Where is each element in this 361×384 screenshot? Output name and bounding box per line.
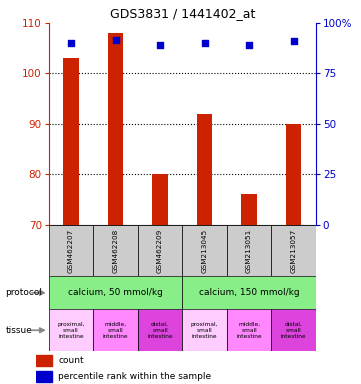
- Bar: [271, 225, 316, 276]
- Bar: [152, 174, 168, 225]
- Bar: [138, 309, 182, 351]
- Bar: [182, 309, 227, 351]
- Text: calcium, 50 mmol/kg: calcium, 50 mmol/kg: [68, 288, 163, 297]
- Text: distal,
small
intestine: distal, small intestine: [281, 322, 306, 339]
- Text: GSM213045: GSM213045: [201, 228, 208, 273]
- Bar: [93, 225, 138, 276]
- Text: proximal,
small
intestine: proximal, small intestine: [57, 322, 85, 339]
- Bar: [49, 276, 182, 309]
- Text: protocol: protocol: [5, 288, 42, 298]
- Text: GSM213057: GSM213057: [291, 228, 297, 273]
- Bar: [36, 371, 52, 382]
- Bar: [227, 225, 271, 276]
- Text: middle,
small
intestine: middle, small intestine: [236, 322, 262, 339]
- Text: count: count: [58, 356, 84, 365]
- Bar: [182, 225, 227, 276]
- Text: proximal,
small
intestine: proximal, small intestine: [191, 322, 218, 339]
- Point: [246, 42, 252, 48]
- Text: GSM213051: GSM213051: [246, 228, 252, 273]
- Bar: [286, 124, 301, 225]
- Title: GDS3831 / 1441402_at: GDS3831 / 1441402_at: [110, 7, 255, 20]
- Bar: [49, 309, 93, 351]
- Text: distal,
small
intestine: distal, small intestine: [147, 322, 173, 339]
- Point: [202, 40, 208, 46]
- Text: GSM462209: GSM462209: [157, 228, 163, 273]
- Point: [113, 37, 118, 43]
- Bar: [36, 355, 52, 366]
- Text: calcium, 150 mmol/kg: calcium, 150 mmol/kg: [199, 288, 299, 297]
- Text: GSM462207: GSM462207: [68, 228, 74, 273]
- Bar: [227, 309, 271, 351]
- Bar: [182, 276, 316, 309]
- Point: [291, 38, 296, 44]
- Bar: [138, 225, 182, 276]
- Text: percentile rank within the sample: percentile rank within the sample: [58, 372, 212, 381]
- Bar: [49, 225, 93, 276]
- Bar: [241, 194, 257, 225]
- Text: middle,
small
intestine: middle, small intestine: [103, 322, 128, 339]
- Bar: [108, 33, 123, 225]
- Text: GSM462208: GSM462208: [113, 228, 118, 273]
- Bar: [271, 309, 316, 351]
- Bar: [93, 309, 138, 351]
- Bar: [197, 114, 212, 225]
- Bar: [63, 58, 79, 225]
- Text: tissue: tissue: [5, 326, 32, 335]
- Point: [157, 42, 163, 48]
- Point: [68, 40, 74, 46]
